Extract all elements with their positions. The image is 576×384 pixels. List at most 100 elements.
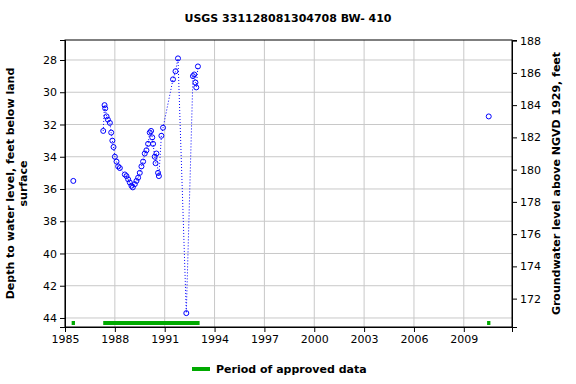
y-axis: 28 30 32 34 36 38 40 42 44 [43,41,66,328]
data-point [110,138,115,143]
axis-line [60,41,66,328]
tick-label: 34 [43,151,57,164]
legend-swatch [192,367,210,371]
data-point [144,148,149,153]
tick-label: 42 [43,280,57,293]
tick-mark [464,327,465,332]
tick-mark [512,266,517,267]
y-axis-title-line: Depth to water level, feet below land [4,68,17,300]
tick-label: 186 [520,67,541,80]
tick-label: 28 [43,54,57,67]
tick-mark [60,60,65,61]
tick: 180 [512,164,541,177]
tick: 2009 [450,327,478,346]
tick: 32 [43,119,65,132]
approved-period [487,321,490,325]
tick-label: 188 [520,35,541,48]
plot-frame [65,40,512,327]
data-point [156,174,161,179]
tick: 2003 [351,327,379,346]
grid [65,40,512,327]
tick-label: 44 [43,312,57,325]
tick-label: 176 [520,228,541,241]
data-point [150,135,155,140]
series-line [73,58,488,313]
data-point [117,166,122,171]
data-point [111,145,116,150]
tick: 182 [512,131,541,144]
tick: 1988 [101,327,129,346]
data-point [103,106,108,111]
tick: 38 [43,215,65,228]
axis-line [66,328,513,333]
tick-label: 1988 [101,333,129,346]
tick-mark [215,327,216,332]
data-point [195,64,200,69]
tick-label: 182 [520,131,541,144]
tick: 34 [43,151,65,164]
tick-mark [60,253,65,254]
tick-mark [115,327,116,332]
tick-label: 30 [43,86,57,99]
tick-mark [60,124,65,125]
tick-label: 36 [43,183,57,196]
grid-line-x [314,40,315,327]
tick: 1997 [251,327,279,346]
tick-label: 1991 [151,333,179,346]
legend-label: Period of approved data [216,363,367,376]
tick-mark [512,73,517,74]
data-point [159,133,164,138]
approved-period [103,321,199,325]
plot-area [65,40,512,327]
data-point [161,125,166,130]
tick-label: 1985 [52,333,80,346]
x-axis: 1985 1988 1991 1994 1997 2000 2003 2006 2009 [52,327,513,346]
tick-mark [60,286,65,287]
tick-mark [512,299,517,300]
tick-label: 1994 [201,333,229,346]
data-point [175,56,180,61]
grid-line-x [214,40,215,327]
y-axis-title-line: surface [17,161,30,207]
grid-line-y [65,221,512,222]
grid-line-y [65,59,512,60]
tick-label: 38 [43,215,57,228]
data-point [114,159,119,164]
tick-mark [264,327,265,332]
grid-line-y [65,92,512,93]
tick: 172 [512,293,541,306]
data-point [104,114,109,119]
data-point [173,69,178,74]
grid-line-x [264,40,265,327]
tick-mark [60,92,65,93]
data-point [137,170,142,175]
title: USGS 331128081304708 BW- 410 [184,12,391,25]
data-point [154,151,159,156]
data-point [153,161,158,166]
tick: 1985 [52,327,80,346]
tick: 174 [512,260,541,273]
y2-axis-title: Groundwater level above NGVD 1929, feet [550,52,563,315]
data-point [192,72,197,77]
grid-line-y [65,156,512,157]
tick-label: 2006 [400,333,428,346]
data-point [486,114,491,119]
tick: 30 [43,86,65,99]
tick: 1994 [201,327,229,346]
tick: 2000 [301,327,329,346]
tick-label: 172 [520,293,541,306]
grid-line-y [65,285,512,286]
grid-line-y [65,253,512,254]
data-point [193,80,198,85]
data-point [146,141,151,146]
legend: Period of approved data [192,363,367,376]
tick-mark [414,327,415,332]
tick-label: 40 [43,247,57,260]
tick: 176 [512,228,541,241]
tick-label: 2003 [351,333,379,346]
tick: 2006 [400,327,428,346]
tick-mark [364,327,365,332]
grid-line-x [413,40,414,327]
data-point [107,120,112,125]
tick: 28 [43,54,65,67]
